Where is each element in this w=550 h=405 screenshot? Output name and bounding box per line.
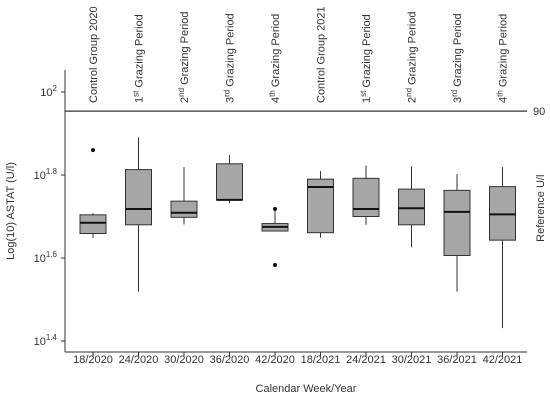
x-tick-label: 24/2021 xyxy=(346,354,386,366)
x-tick-label: 42/2021 xyxy=(483,354,523,366)
x-tick-label: 24/2020 xyxy=(119,354,159,366)
group-label: 3rd Grazing Period xyxy=(223,13,237,103)
box-group xyxy=(216,155,243,204)
y-tick-label: 101.6 xyxy=(34,250,58,265)
group-label: 1st Grazing Period xyxy=(359,14,373,103)
x-tick-label: 36/2021 xyxy=(437,354,477,366)
box xyxy=(79,214,107,235)
group-label: 3rd Grazing Period xyxy=(450,13,464,103)
x-tick-label: 18/2020 xyxy=(73,354,113,366)
x-tick-label: 36/2020 xyxy=(210,354,250,366)
outlier-point xyxy=(273,207,277,212)
box-group xyxy=(398,166,425,248)
box-group xyxy=(79,148,107,239)
box xyxy=(170,200,198,218)
box xyxy=(307,178,334,234)
x-tick-label: 18/2021 xyxy=(301,354,341,366)
y-tick-label: 101.8 xyxy=(34,167,58,182)
group-label: 1st Grazing Period xyxy=(132,14,146,103)
x-tick-label: 42/2020 xyxy=(255,354,295,366)
box-group xyxy=(443,174,471,292)
box xyxy=(489,186,516,241)
group-label: 4th Grazing Period xyxy=(496,14,510,103)
box xyxy=(216,163,243,201)
group-label: Control Group 2021 xyxy=(316,6,328,103)
reference-axis-label: Reference U/l xyxy=(535,175,547,242)
outlier-point xyxy=(91,148,95,153)
box-group xyxy=(307,170,334,238)
y-axis-label: Log(10) ASTAT (U/l) xyxy=(5,162,17,260)
x-tick-label: 30/2021 xyxy=(392,354,432,366)
box-group xyxy=(170,167,198,225)
group-label: 2nd Grazing Period xyxy=(177,12,191,103)
box-group xyxy=(261,207,289,268)
box xyxy=(443,189,471,257)
outlier-point xyxy=(273,263,277,268)
x-axis-label: Calendar Week/Year xyxy=(256,383,357,395)
y-tick-label: 102 xyxy=(40,84,57,99)
box xyxy=(398,188,425,226)
box-group xyxy=(489,167,516,329)
box-group xyxy=(125,137,152,292)
reference-line-label: 90 xyxy=(533,106,545,118)
group-label: Control Group 2020 xyxy=(88,6,100,103)
box-group xyxy=(352,165,380,225)
group-label: 2nd Grazing Period xyxy=(405,12,419,103)
y-tick-label: 101.4 xyxy=(34,333,58,348)
group-label: 4th Grazing Period xyxy=(268,14,282,103)
x-tick-label: 30/2020 xyxy=(164,354,204,366)
box xyxy=(352,177,380,218)
box xyxy=(125,169,152,226)
